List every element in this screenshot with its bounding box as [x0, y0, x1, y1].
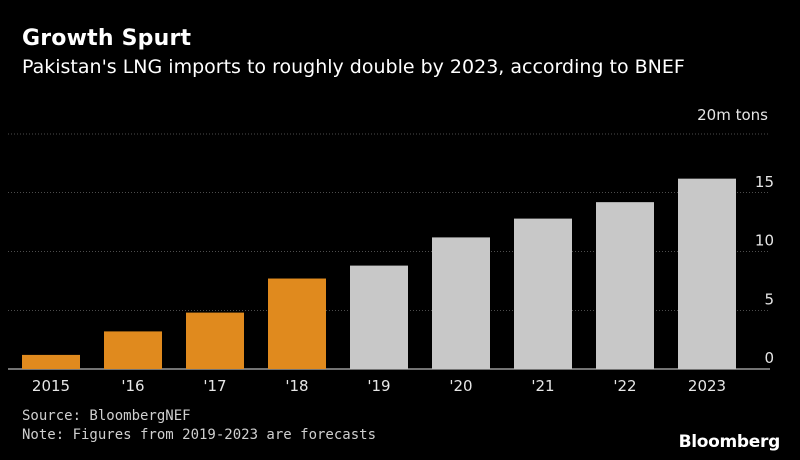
x-tick-label: '20	[449, 377, 472, 395]
x-tick-label: 2015	[32, 377, 70, 395]
bar-actual	[186, 312, 244, 369]
y-tick-label: 15	[755, 173, 774, 191]
y-tick-label: 5	[764, 290, 774, 308]
x-tick-label: '18	[285, 377, 308, 395]
x-tick-label: '19	[367, 377, 390, 395]
y-tick-label: 0	[764, 349, 774, 367]
bar-actual	[268, 278, 326, 369]
x-tick-label: '21	[531, 377, 554, 395]
y-tick-label: 10	[755, 232, 774, 250]
y-unit-label: 20m tons	[697, 106, 768, 124]
x-tick-label: '17	[203, 377, 226, 395]
x-tick-label: '16	[121, 377, 144, 395]
bar-forecast	[514, 218, 572, 369]
x-axis-labels: 2015 '16 '17 '18 '19 '20 '21 '22 2023	[32, 377, 726, 395]
y-axis-labels: 0 5 10 15 20m tons	[697, 106, 774, 367]
bar-forecast	[596, 202, 654, 369]
bar-actual	[22, 354, 80, 369]
x-tick-label: '22	[613, 377, 636, 395]
bar-forecast	[432, 237, 490, 369]
bloomberg-logo: Bloomberg	[678, 432, 781, 452]
bar-forecast	[678, 178, 736, 369]
forecast-note: Note: Figures from 2019-2023 are forecas…	[22, 427, 377, 443]
bar-forecast	[350, 265, 408, 369]
bar-chart: 2015 '16 '17 '18 '19 '20 '21 '22 2023 0 5 10 15 20m …	[8, 106, 774, 395]
source-note: Source: BloombergNEF	[22, 408, 191, 424]
chart-title: Growth Spurt	[22, 26, 192, 51]
chart-subtitle: Pakistan's LNG imports to roughly double…	[22, 56, 685, 78]
x-tick-label: 2023	[688, 377, 726, 395]
bars	[22, 178, 736, 369]
bar-actual	[104, 331, 162, 369]
